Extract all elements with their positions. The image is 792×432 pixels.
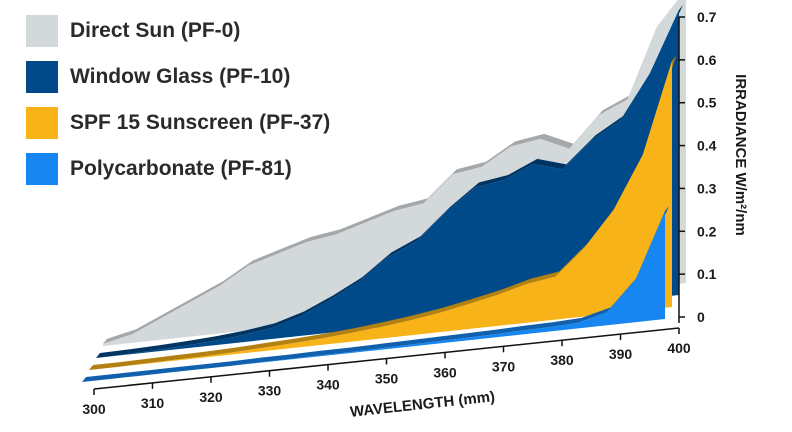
x-tick-label: 330: [258, 383, 282, 399]
x-tick-label: 300: [82, 401, 106, 417]
legend-label-window-glass: Window Glass (PF-10): [70, 65, 291, 88]
x-axis-label: WAVELENGTH (mm): [349, 388, 496, 421]
legend-swatch-polycarbonate: [26, 153, 58, 185]
legend-label-spf15-sunscreen: SPF 15 Sunscreen (PF-37): [70, 111, 331, 134]
y-tick-label: 0.2: [697, 223, 717, 239]
y-tick-label: 0.7: [697, 9, 717, 25]
legend-label-polycarbonate: Polycarbonate (PF-81): [70, 157, 292, 180]
legend-item-spf15-sunscreen: SPF 15 Sunscreen (PF-37): [26, 100, 330, 146]
series-area-spf-15-sunscreen: [89, 60, 672, 370]
legend-item-window-glass: Window Glass (PF-10): [26, 54, 330, 100]
legend-swatch-direct-sun: [26, 15, 58, 47]
y-tick-label: 0.4: [697, 138, 717, 154]
legend: Direct Sun (PF-0) Window Glass (PF-10) S…: [26, 8, 330, 192]
series-edge-polycarbonate: [82, 206, 669, 382]
x-tick-label: 380: [550, 352, 574, 368]
legend-item-polycarbonate: Polycarbonate (PF-81): [26, 146, 330, 192]
series-area-window-glass: [96, 9, 679, 358]
legend-label-direct-sun: Direct Sun (PF-0): [70, 19, 241, 42]
x-tick-label: 320: [199, 389, 223, 405]
y-axis-label: IRRADIANCE W/m²/nm: [732, 74, 749, 236]
y-tick-label: 0.3: [697, 180, 717, 196]
y-tick-label: 0.1: [697, 266, 717, 282]
y-tick-label: 0: [697, 309, 705, 325]
y-tick-label: 0.5: [697, 95, 717, 111]
legend-swatch-spf15-sunscreen: [26, 107, 58, 139]
y-axis: 0 0.1 0.2 0.3 0.4 0.5 0.6 0.7: [678, 9, 717, 325]
x-tick-label: 390: [609, 346, 633, 362]
x-tick-label: 360: [433, 364, 457, 380]
y-tick-label: 0.6: [697, 52, 717, 68]
x-tick-label: 370: [492, 358, 516, 374]
x-tick-label: 350: [375, 371, 399, 387]
legend-swatch-window-glass: [26, 61, 58, 93]
x-tick-label: 400: [667, 340, 691, 356]
x-tick-label: 310: [141, 395, 165, 411]
legend-item-direct-sun: Direct Sun (PF-0): [26, 8, 330, 54]
x-axis: 300 310 320 330 340 350 360 370 380 390 400: [82, 327, 691, 417]
x-tick-label: 340: [316, 377, 340, 393]
series-layers: [82, 0, 686, 382]
